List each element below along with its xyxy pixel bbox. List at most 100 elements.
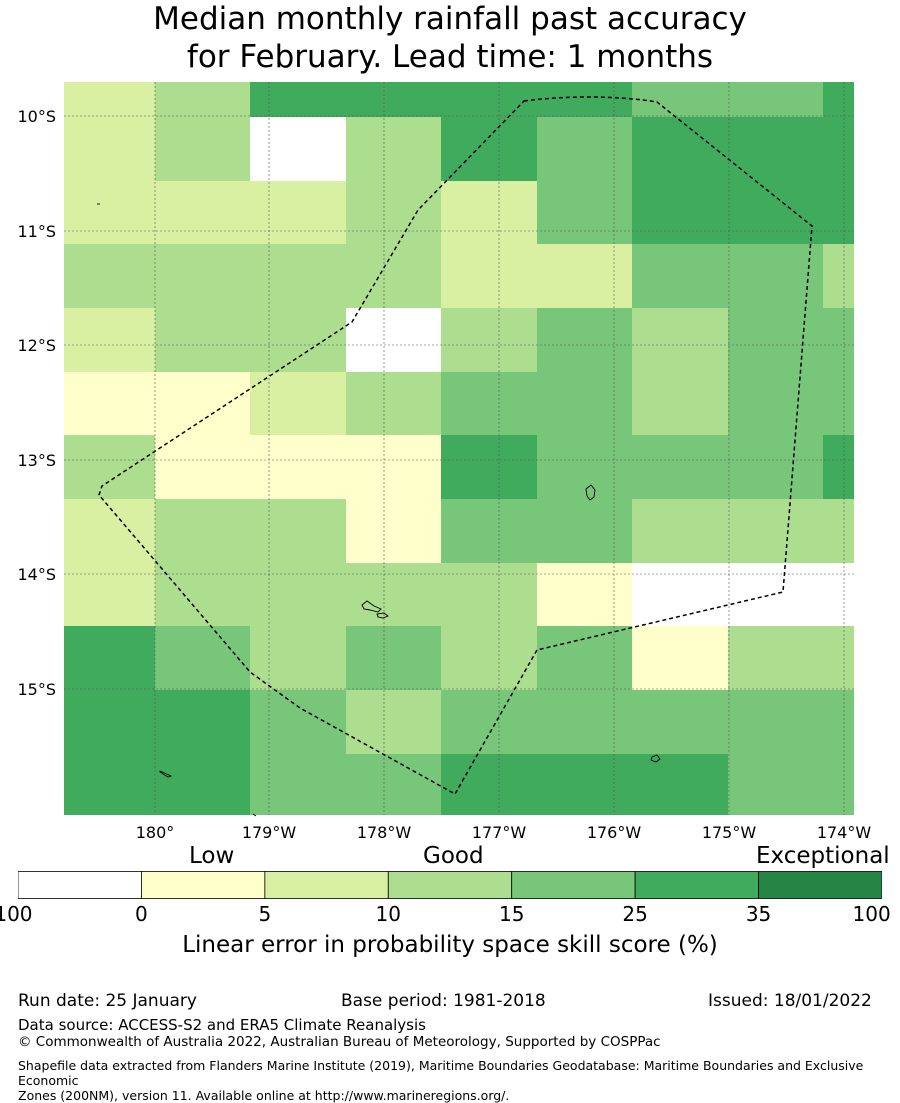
grid-cell — [632, 82, 728, 117]
grid-cell — [155, 626, 250, 690]
grid-cell — [441, 82, 537, 117]
map-panel[interactable]: 10°S 11°S 12°S 13°S 14°S 15°S 180° 179°W 178°W 1… — [0, 0, 900, 860]
longitude-label: 178°W — [357, 823, 412, 842]
grid-cell — [823, 563, 854, 626]
eez-boundary — [98, 96, 813, 796]
colorbar-tick-label: 10 — [375, 902, 402, 926]
longitude-label: 180° — [136, 823, 175, 842]
grid-cell — [728, 626, 823, 690]
grid-cell — [346, 690, 441, 754]
longitude-label: 174°W — [817, 823, 872, 842]
grid-cell — [823, 181, 854, 244]
grid-cell — [441, 626, 537, 690]
grid-cell — [250, 563, 346, 626]
grid-cell — [823, 626, 854, 690]
island-upolu — [376, 612, 389, 619]
latitude-label: 12°S — [17, 336, 56, 355]
grid-cell — [632, 690, 728, 754]
grid-cell — [346, 82, 441, 117]
island-bottom — [252, 813, 257, 817]
colorbar-ticks: -100 0 5 10 15 25 35 100 — [0, 902, 900, 926]
colorbar — [18, 871, 882, 899]
grid-cell — [155, 435, 250, 499]
grid-cell — [155, 754, 250, 815]
grid-cell — [346, 499, 441, 563]
grid-cell — [64, 244, 155, 308]
grid-cell — [537, 690, 632, 754]
grid-cell — [728, 244, 823, 308]
grid-cell — [64, 499, 155, 563]
grid-cell — [346, 435, 441, 499]
grid-cell — [728, 372, 823, 435]
latitude-label: 13°S — [17, 451, 56, 470]
grid-cell — [64, 754, 155, 815]
grid-cell — [632, 754, 728, 815]
grid-cell — [728, 181, 823, 244]
grid-cell — [823, 690, 854, 754]
grid-cell — [250, 754, 346, 815]
label-good: Good — [423, 843, 484, 869]
grid-cell — [823, 754, 854, 815]
grid-cell — [441, 117, 537, 181]
colorbar-category-labels: Low Good Exceptional — [0, 843, 900, 873]
grid-cell — [632, 117, 728, 181]
grid-cell — [441, 563, 537, 626]
grid-cell — [632, 181, 728, 244]
chart-title: Median monthly rainfall past accuracy fo… — [0, 0, 900, 76]
grid-cell — [346, 117, 441, 181]
colorbar-tick-label: -100 — [0, 902, 33, 926]
grid-cell — [632, 244, 728, 308]
shapefile-line-2: Zones (200NM), version 11. Available onl… — [18, 1088, 510, 1103]
grid-cell — [537, 308, 632, 372]
grid-cell — [441, 754, 537, 815]
grid-cell — [346, 372, 441, 435]
colorbar-segment — [141, 871, 266, 899]
grid-cell — [632, 626, 728, 690]
grid-cell — [250, 82, 346, 117]
grid-cell — [823, 372, 854, 435]
grid-cell — [64, 372, 155, 435]
grid-cell — [537, 435, 632, 499]
grid-cell — [823, 244, 854, 308]
shapefile-line-1: Shapefile data extracted from Flanders M… — [18, 1058, 864, 1088]
grid-cell — [537, 372, 632, 435]
colorbar-tick-label: 5 — [258, 902, 272, 926]
map-svg[interactable]: 10°S11°S12°S13°S14°S15°S 180° 179°W 178°W 1… — [0, 0, 900, 860]
island-southwest — [159, 770, 173, 778]
grid-cell — [64, 563, 155, 626]
colorbar-tick-label: 15 — [498, 902, 525, 926]
grid-cell — [823, 308, 854, 372]
grid-cell — [537, 563, 632, 626]
grid-cell — [250, 117, 346, 181]
colorbar-segment — [18, 871, 142, 899]
label-exceptional: Exceptional — [756, 843, 890, 869]
island-east — [585, 484, 596, 501]
title-line-1: Median monthly rainfall past accuracy — [153, 1, 747, 37]
grid-cell — [346, 563, 441, 626]
colorbar-segment — [264, 871, 389, 899]
colorbar-tick-label: 35 — [745, 902, 772, 926]
grid-cell — [441, 244, 537, 308]
grid-cell — [346, 308, 441, 372]
latitude-labels: 10°S 11°S 12°S 13°S 14°S 15°S — [17, 107, 56, 699]
longitude-label: 176°W — [587, 823, 642, 842]
latitude-label: 11°S — [17, 222, 56, 241]
grid-cell — [346, 244, 441, 308]
grid-cell — [250, 435, 346, 499]
colorbar-tick-label: 0 — [135, 902, 148, 926]
grid-cell — [632, 372, 728, 435]
grid-cell — [728, 308, 823, 372]
grid-cell — [155, 308, 250, 372]
island-savaii — [361, 600, 382, 613]
grid-cell — [250, 499, 346, 563]
grid-cell — [537, 181, 632, 244]
grid-cell — [155, 499, 250, 563]
grid-cell — [441, 435, 537, 499]
latitude-label: 15°S — [17, 680, 56, 699]
grid-cell — [441, 372, 537, 435]
grid-cell — [823, 82, 854, 117]
longitude-label: 179°W — [242, 823, 297, 842]
issued-date: Issued: 18/01/2022 — [708, 991, 872, 1011]
run-date: Run date: 25 January — [18, 991, 197, 1011]
grid-cell — [823, 435, 854, 499]
